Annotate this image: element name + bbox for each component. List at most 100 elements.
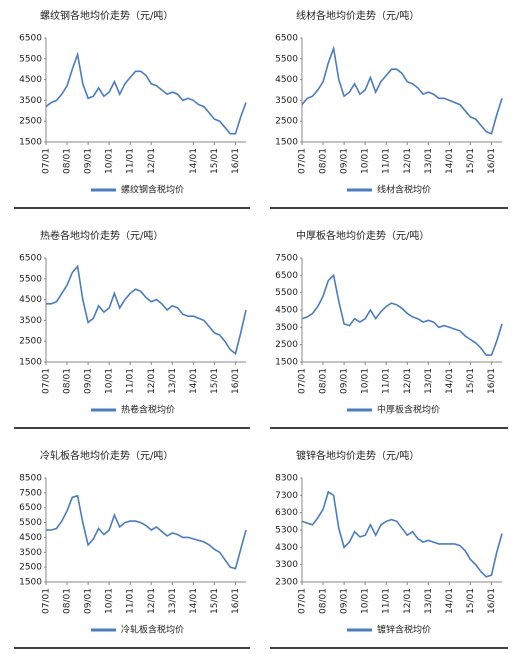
x-tick-label: 11/01 [126,148,136,174]
x-tick-label: 12/01 [147,368,157,394]
y-tick-label: 7500 [19,488,42,498]
y-tick-label: 2500 [19,337,42,347]
x-tick-label: 13/01 [168,588,178,614]
y-tick-label: 3500 [275,323,298,333]
x-tick-label: 13/01 [424,148,434,174]
x-tick-label: 08/01 [63,588,73,614]
x-tick-label: 12/01 [147,148,157,174]
x-tick-label: 16/01 [231,368,241,394]
x-tick-label: 10/01 [361,368,371,394]
chart-title: 镀锌各地均价走势（元/吨） [296,449,419,462]
y-tick-label: 4500 [19,75,42,85]
price-line [46,264,247,356]
x-tick-label: 15/01 [210,368,220,394]
x-tick-label: 15/01 [466,588,476,614]
legend-label: 镀锌含税均价 [377,624,431,636]
y-tick-label: 1500 [19,358,42,368]
price-line [301,273,503,356]
x-tick-label: 15/01 [210,588,220,614]
y-tick-label: 6500 [19,34,42,44]
y-tick-label: 5500 [19,518,42,528]
x-tick-label: 14/01 [445,368,455,394]
x-tick-label: 07/01 [42,588,52,614]
x-tick-label: 13/01 [168,368,178,394]
chart-title: 冷轧板各地均价走势（元/吨） [40,449,173,462]
y-tick-label: 8300 [275,474,298,484]
y-tick-label: 6500 [19,503,42,513]
x-tick-label: 09/01 [340,148,350,174]
x-tick-label: 14/01 [189,148,199,174]
x-tick-label: 16/01 [487,368,497,394]
x-tick-label: 12/01 [403,588,413,614]
x-tick-label: 10/01 [361,148,371,174]
x-tick-label: 11/01 [126,368,136,394]
y-tick-label: 5500 [19,274,42,284]
price-line [45,51,247,135]
x-tick-label: 08/01 [319,148,329,174]
y-tick-label: 1500 [19,578,42,588]
x-tick-label: 10/01 [105,148,115,174]
x-tick-label: 07/01 [298,148,308,174]
x-tick-label: 09/01 [84,148,94,174]
x-tick-label: 11/01 [382,588,392,614]
x-tick-label: 16/01 [487,588,497,614]
legend-label: 中厚板含税均价 [377,404,440,416]
x-tick-label: 07/01 [42,148,52,174]
y-tick-label: 2500 [275,117,298,127]
chart-title: 螺纹钢各地均价走势（元/吨） [40,9,173,22]
x-tick-label: 14/01 [189,368,199,394]
y-tick-label: 1500 [275,358,298,368]
y-tick-label: 4500 [19,295,42,305]
legend-label: 螺纹钢含税均价 [121,184,184,196]
x-tick-label: 13/01 [424,368,434,394]
chart-title: 线材各地均价走势（元/吨） [296,9,419,22]
x-tick-label: 07/01 [298,588,308,614]
y-tick-label: 4500 [275,75,298,85]
x-tick-label: 10/01 [105,368,115,394]
y-tick-label: 3500 [19,96,42,106]
x-tick-label: 08/01 [319,588,329,614]
price-line [301,490,503,578]
y-tick-label: 2500 [19,117,42,127]
x-tick-label: 11/01 [382,148,392,174]
x-tick-label: 11/01 [382,368,392,394]
y-tick-label: 8500 [19,474,42,484]
y-tick-label: 4300 [275,543,298,553]
y-tick-label: 3300 [275,560,298,570]
x-tick-label: 08/01 [63,368,73,394]
x-tick-label: 12/01 [403,368,413,394]
x-tick-label: 10/01 [105,588,115,614]
y-tick-label: 7500 [275,254,298,264]
y-tick-label: 2500 [19,563,42,573]
x-tick-label: 14/01 [445,588,455,614]
chart-title: 热卷各地均价走势（元/吨） [40,229,163,242]
legend-label: 热卷含税均价 [121,404,175,416]
y-tick-label: 3500 [19,548,42,558]
x-tick-label: 14/01 [189,588,199,614]
y-tick-label: 2300 [275,578,298,588]
y-tick-label: 7300 [275,491,298,501]
y-tick-label: 6300 [275,508,298,518]
x-tick-label: 13/01 [424,588,434,614]
legend-label: 冷轧板含税均价 [121,624,184,636]
y-tick-label: 5500 [19,54,42,64]
y-tick-label: 5300 [275,526,298,536]
y-tick-label: 3500 [275,96,298,106]
x-tick-label: 11/01 [126,588,136,614]
x-tick-label: 09/01 [84,588,94,614]
x-tick-label: 10/01 [361,588,371,614]
x-tick-label: 08/01 [63,148,73,174]
x-tick-label: 07/01 [42,368,52,394]
x-tick-label: 15/01 [210,148,220,174]
x-tick-label: 16/01 [231,148,241,174]
x-tick-label: 12/01 [403,148,413,174]
price-line [46,494,247,570]
y-tick-label: 1500 [275,138,298,148]
x-tick-label: 09/01 [340,368,350,394]
y-tick-label: 4500 [275,306,298,316]
y-tick-label: 6500 [275,34,298,44]
chart-title: 中厚板各地均价走势（元/吨） [296,229,429,242]
legend-label: 线材含税均价 [377,184,431,196]
y-tick-label: 5500 [275,288,298,298]
